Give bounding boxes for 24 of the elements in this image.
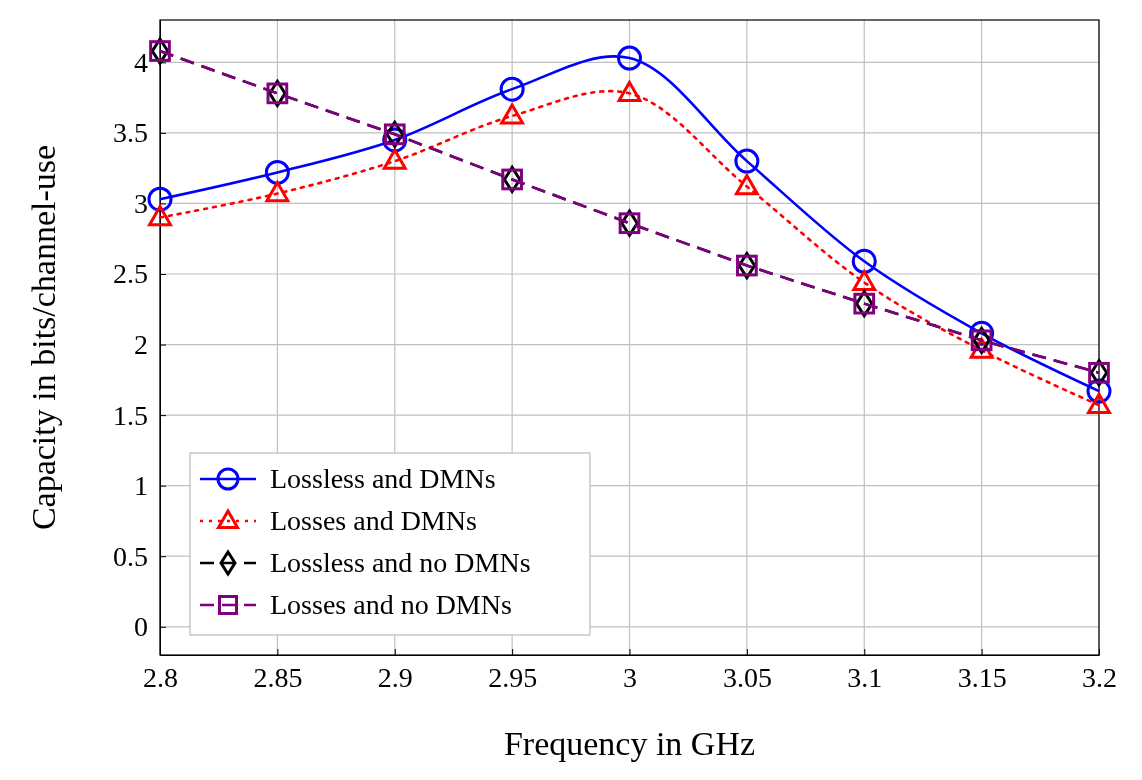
- y-tick-label: 0: [134, 611, 148, 643]
- x-tick-label: 3: [623, 661, 637, 693]
- x-tick-label: 2.9: [377, 661, 413, 693]
- legend-label: Lossless and no DMNs: [270, 547, 531, 578]
- y-tick-label: 0.5: [113, 540, 148, 572]
- y-tick-label: 1.5: [113, 399, 148, 431]
- x-tick-label: 2.85: [253, 661, 303, 693]
- x-tick-label: 3.15: [957, 661, 1007, 693]
- x-tick-label: 3.05: [722, 661, 772, 693]
- y-axis-title: Capacity in bits/channel-use: [25, 144, 62, 531]
- x-tick-label: 2.8: [143, 661, 178, 693]
- x-axis-title: Frequency in GHz: [503, 725, 756, 762]
- legend-label: Lossless and DMNs: [270, 463, 496, 494]
- y-tick-label: 2: [134, 329, 148, 361]
- y-tick-label: 4: [134, 46, 148, 78]
- legend-label: Losses and DMNs: [270, 505, 477, 536]
- y-tick-label: 3: [134, 187, 148, 219]
- x-tick-label: 2.95: [488, 661, 538, 693]
- x-tick-label: 3.1: [847, 661, 883, 693]
- legend-label: Losses and no DMNs: [270, 589, 512, 620]
- y-tick-label: 3.5: [113, 117, 148, 149]
- y-tick-label: 1: [134, 470, 148, 502]
- x-tick-label: 3.2: [1082, 661, 1117, 693]
- y-tick-label: 2.5: [113, 258, 148, 290]
